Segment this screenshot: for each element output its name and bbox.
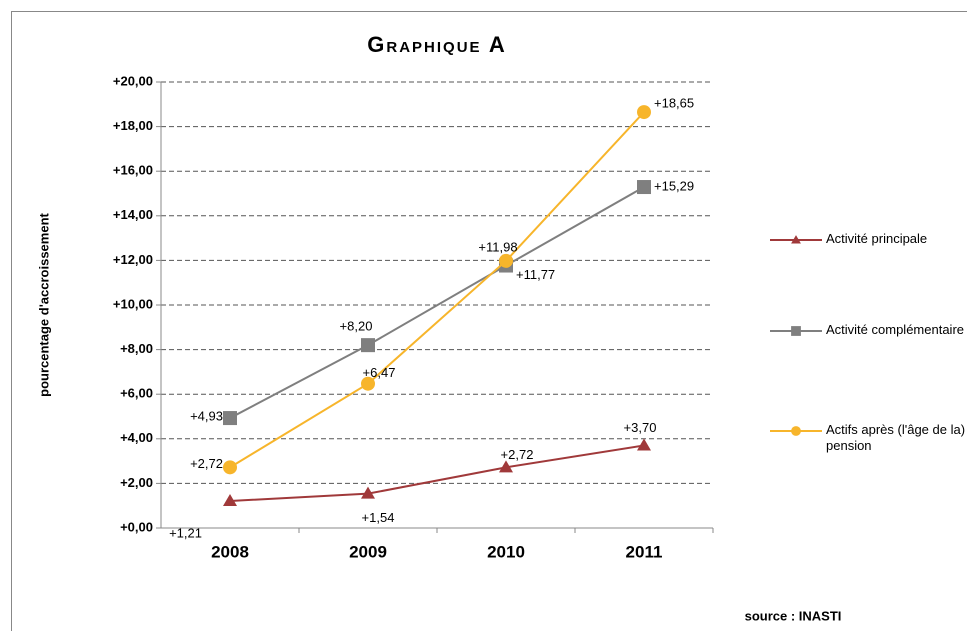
y-axis-label: pourcentage d'accroissement — [36, 212, 51, 396]
marker — [361, 376, 375, 391]
data-label: +6,47 — [363, 365, 396, 380]
data-label: +8,20 — [340, 319, 373, 334]
y-tick-label: +6,00 — [120, 386, 153, 401]
y-tick-label: +4,00 — [120, 430, 153, 445]
marker — [223, 460, 237, 475]
y-tick-label: +2,00 — [120, 475, 153, 490]
y-tick-label: +10,00 — [113, 296, 153, 311]
data-label: +3,70 — [624, 420, 657, 435]
y-tick-label: +18,00 — [113, 118, 153, 133]
marker — [637, 105, 651, 120]
legend-label: Actifs après (l'âge de la) pension — [826, 422, 966, 453]
y-tick-label: +0,00 — [120, 519, 153, 534]
frame — [11, 11, 967, 631]
data-label: +11,98 — [478, 239, 517, 254]
data-label: +11,77 — [516, 267, 555, 282]
y-tick-label: +20,00 — [113, 73, 153, 88]
marker — [499, 253, 513, 268]
legend-item: Activité principale — [770, 231, 966, 248]
marker — [499, 460, 513, 473]
source: source : INASTI — [745, 608, 842, 623]
series-line — [229, 444, 645, 503]
chart-title: Graphique A — [367, 32, 506, 57]
marker — [791, 235, 801, 244]
marker — [791, 426, 801, 436]
x-tick-label: 2009 — [349, 542, 387, 561]
marker — [223, 411, 237, 426]
x-tick-label: 2010 — [487, 542, 525, 561]
y-tick-label: +16,00 — [113, 163, 153, 178]
marker — [637, 180, 651, 195]
data-label: +1,21 — [169, 525, 202, 540]
legend-swatch — [770, 235, 822, 244]
marker — [223, 494, 237, 507]
y-tick-label: +14,00 — [113, 207, 153, 222]
legend-swatch — [770, 326, 822, 336]
x-tick-label: 2011 — [626, 542, 663, 561]
y-tick-label: +12,00 — [113, 252, 153, 267]
marker — [791, 326, 801, 336]
x-tick-label: 2008 — [211, 542, 249, 561]
data-label: +2,72 — [501, 447, 534, 462]
legend-label: Activité complémentaire — [826, 322, 964, 337]
data-label: +1,54 — [362, 510, 395, 525]
legend-item: Actifs après (l'âge de la) pension — [770, 422, 966, 454]
legend-label: Activité principale — [826, 231, 928, 246]
data-label: +2,72 — [190, 456, 223, 471]
marker — [637, 438, 651, 451]
legend-swatch — [770, 426, 822, 436]
data-label: +15,29 — [654, 178, 694, 193]
marker — [361, 338, 375, 353]
y-tick-label: +8,00 — [120, 341, 153, 356]
data-label: +18,65 — [654, 96, 694, 111]
data-label: +4,93 — [190, 408, 223, 423]
marker — [361, 486, 375, 499]
legend-item: Activité complémentaire — [770, 322, 966, 339]
series-line — [229, 186, 645, 419]
series-line — [229, 111, 645, 469]
